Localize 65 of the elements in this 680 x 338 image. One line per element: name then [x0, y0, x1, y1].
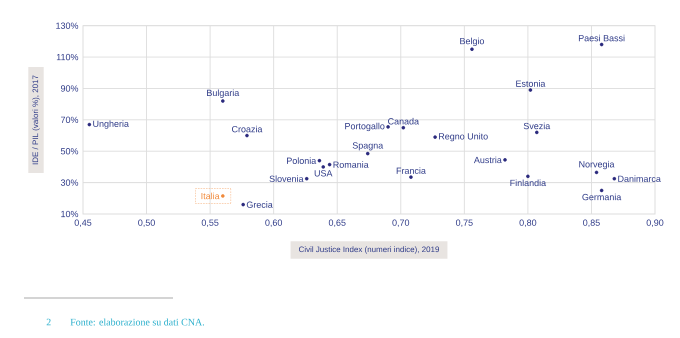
point: [594, 170, 598, 174]
point: [321, 165, 326, 169]
y-tick-label: 110%: [56, 54, 78, 60]
y-tick-label: 30%: [60, 179, 78, 186]
point: [503, 158, 507, 162]
point: [221, 99, 225, 103]
annotation: Austria: [474, 156, 502, 164]
y-tick-label: 70%: [60, 116, 78, 124]
x-tick-label: 0,50: [138, 220, 155, 227]
annotation: Polonia: [287, 157, 316, 164]
annotation: Germania: [582, 194, 622, 200]
annotation: Finlandia: [510, 180, 546, 186]
y-tick-label: 10%: [61, 210, 78, 218]
text: 2: [46, 318, 51, 326]
point: [245, 134, 249, 138]
source-note: Fonte: elaborazione su dati CNA.: [70, 318, 204, 326]
annotation: Belgio: [460, 38, 484, 46]
point: [409, 175, 413, 179]
x-tick-label: 0,55: [202, 220, 218, 227]
point: [402, 126, 406, 130]
annotation: Croazia: [232, 126, 262, 132]
annotation: Svezia: [524, 122, 550, 130]
y-tick-label: 50%: [60, 148, 78, 154]
y-tick-label: 90%: [60, 85, 78, 92]
point: [600, 188, 604, 192]
annotation: USA: [314, 170, 332, 176]
annotation: Paesi Bassi: [578, 34, 624, 42]
annotation: Francia: [396, 167, 426, 174]
annotation: Italia: [202, 192, 220, 200]
annotation: Portogallo: [345, 122, 384, 132]
annotation: Norvegia: [579, 160, 614, 170]
point: [600, 42, 604, 46]
x-tick-label: 0,45: [74, 220, 92, 227]
x-tick-label: 0,80: [520, 220, 536, 227]
x-tick-label: 0,85: [583, 220, 600, 227]
annotation: Spagna: [352, 142, 384, 150]
annotation: Canada: [388, 118, 420, 124]
x-tick-label: 0,60: [265, 220, 282, 227]
point: [433, 135, 437, 139]
point: [304, 176, 309, 180]
annotation: Romania: [334, 161, 369, 168]
point: [534, 130, 539, 134]
point: [386, 125, 390, 129]
point: [88, 122, 92, 126]
annotation: Bulgaria: [207, 89, 240, 98]
point: [221, 194, 225, 198]
annotation: Grecia: [246, 201, 273, 208]
point: [612, 176, 616, 180]
annotation: Regno Unito: [439, 132, 488, 142]
annotation: Estonia: [516, 80, 546, 87]
point: [470, 47, 474, 52]
x-tick-label: 0,70: [392, 220, 410, 227]
x-tick-label: 0,65: [328, 220, 346, 227]
point: [318, 158, 322, 162]
x-tick-label: 0,90: [646, 220, 664, 227]
point: [526, 174, 530, 178]
y-tick-label: 130%: [56, 22, 78, 29]
point: [328, 162, 332, 166]
point: [366, 152, 370, 156]
annotation: Ungheria: [93, 120, 129, 129]
point: [241, 202, 245, 206]
annotation: Slovenia: [270, 175, 304, 182]
x-tick-label: 0,75: [456, 220, 473, 227]
annotation: Danimarca: [618, 175, 661, 182]
point: [528, 88, 532, 92]
